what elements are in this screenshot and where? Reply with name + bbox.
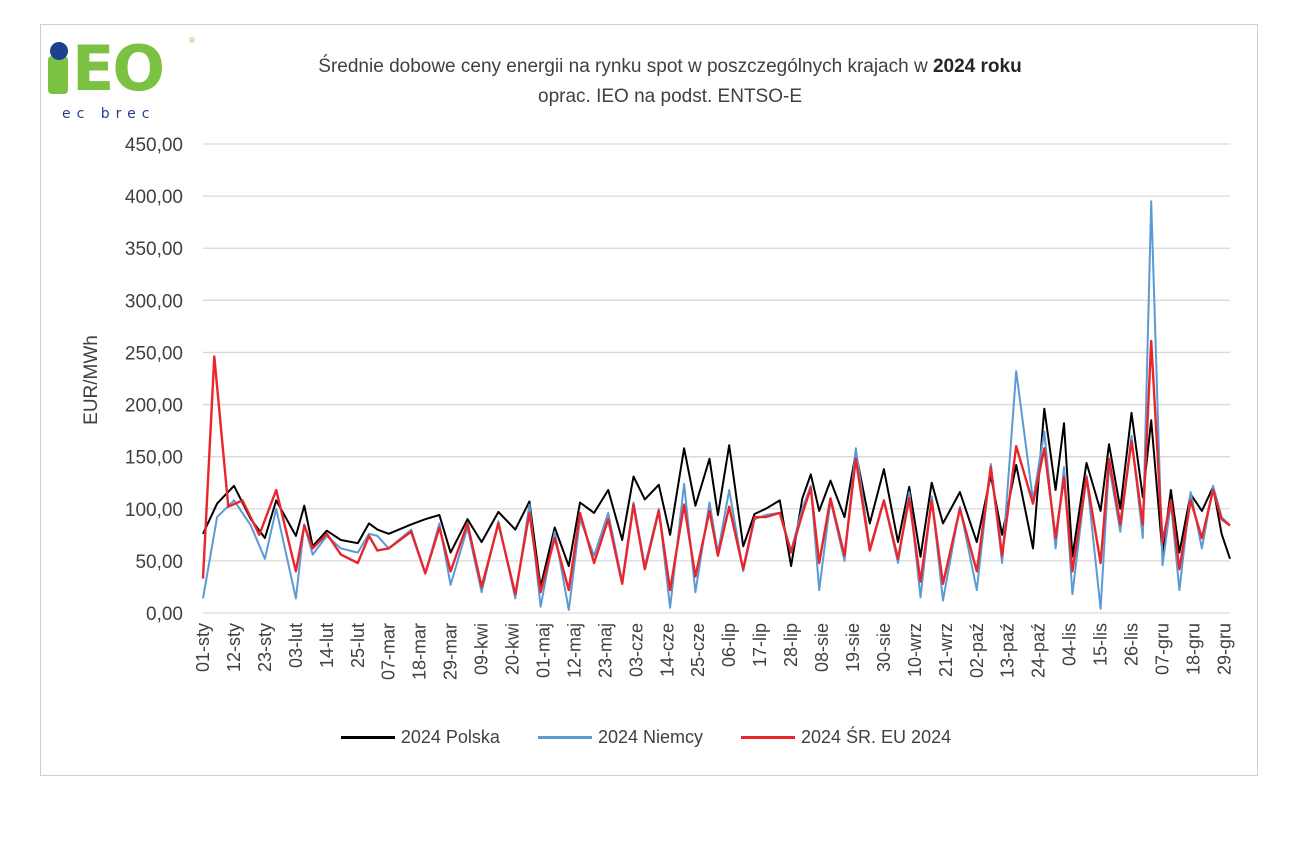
x-tick-label: 25-lut xyxy=(348,623,368,668)
x-tick-label: 08-sie xyxy=(812,623,832,672)
x-tick-label: 29-gru xyxy=(1214,623,1234,675)
legend-swatch xyxy=(340,736,395,739)
x-tick-label: 18-mar xyxy=(410,623,430,680)
series-line-1 xyxy=(202,407,1231,588)
series-lines xyxy=(201,200,1231,611)
x-tick-label: 04-lis xyxy=(1060,623,1080,666)
x-tick-label: 03-lut xyxy=(286,623,306,668)
x-tick-label: 28-lip xyxy=(781,623,801,667)
y-tick-label: 450,00 xyxy=(125,135,183,156)
x-tick-label: 20-kwi xyxy=(503,623,523,675)
y-tick-label: 400,00 xyxy=(125,187,183,208)
x-tick-label: 12-maj xyxy=(564,623,584,678)
x-tick-label: 14-cze xyxy=(657,623,677,677)
x-tick-label: 21-wrz xyxy=(936,623,956,677)
legend-label: 2024 Niemcy xyxy=(597,727,703,747)
x-tick-label: 25-cze xyxy=(688,623,708,677)
x-tick-label: 26-lis xyxy=(1122,623,1142,666)
logo-subtext: ec brec xyxy=(62,106,156,122)
x-tick-label: 09-kwi xyxy=(472,623,492,675)
x-tick-label: 02-paź xyxy=(967,623,987,678)
ieo-logo: EO ® ec brec xyxy=(48,36,198,126)
registered-icon: ® xyxy=(189,36,195,45)
chart-subtitle: oprac. IEO na podst. ENTSO-E xyxy=(538,86,802,107)
x-tick-label: 30-sie xyxy=(874,623,894,672)
y-tick-label: 250,00 xyxy=(125,343,183,364)
x-tick-label: 23-maj xyxy=(595,623,615,678)
legend-item: 2024 Polska xyxy=(340,727,500,748)
chart-legend: 2024 Polska 2024 Niemcy 2024 ŚR. EU 2024 xyxy=(0,727,1292,748)
y-tick-label: 300,00 xyxy=(125,291,183,312)
x-tick-label: 24-paź xyxy=(1029,623,1049,678)
x-tick-label: 14-lut xyxy=(317,623,337,668)
x-tick-label: 17-lip xyxy=(750,623,770,667)
legend-swatch xyxy=(741,736,795,739)
y-tick-label: 350,00 xyxy=(125,239,183,260)
x-axis-ticks: 01-sty 12-sty 23-sty 03-lut 14-lut 25-lut 07-m… xyxy=(193,623,1234,680)
x-tick-label: 19-sie xyxy=(843,623,863,672)
x-tick-label: 12-sty xyxy=(224,623,244,672)
series-line-3 xyxy=(201,339,1231,596)
x-tick-label: 15-lis xyxy=(1091,623,1111,666)
y-tick-label: 100,00 xyxy=(125,500,183,521)
chart-frame xyxy=(40,24,1258,776)
y-axis-ticks: 0,00 50,00 100,00 150,00 200,00 250,00 300,00 3… xyxy=(125,135,183,625)
x-tick-label: 10-wrz xyxy=(905,623,925,677)
y-tick-label: 150,00 xyxy=(125,448,183,469)
chart-title: Średnie dobowe ceny energii na rynku spo… xyxy=(318,56,1022,77)
x-tick-label: 03-cze xyxy=(626,623,646,677)
y-tick-label: 200,00 xyxy=(125,396,183,417)
legend-item: 2024 Niemcy xyxy=(537,727,703,748)
x-tick-label: 07-mar xyxy=(379,623,399,680)
x-tick-label: 07-gru xyxy=(1152,623,1172,675)
y-axis-label: EUR/MWh xyxy=(81,335,102,425)
x-tick-label: 29-mar xyxy=(441,623,461,680)
legend-swatch xyxy=(537,736,592,739)
x-tick-label: 01-maj xyxy=(533,623,553,678)
x-tick-label: 13-paź xyxy=(998,623,1018,678)
x-tick-label: 01-sty xyxy=(193,623,213,672)
legend-item: 2024 ŚR. EU 2024 xyxy=(741,727,951,748)
logo-wordmark: EO xyxy=(48,36,165,102)
x-tick-label: 23-sty xyxy=(255,623,275,672)
legend-label: 2024 ŚR. EU 2024 xyxy=(801,727,952,747)
x-tick-label: 18-gru xyxy=(1183,623,1203,675)
logo-dot-icon xyxy=(50,42,68,60)
y-tick-label: 0,00 xyxy=(146,604,183,625)
legend-label: 2024 Polska xyxy=(400,727,500,747)
x-tick-label: 06-lip xyxy=(719,623,739,667)
y-tick-label: 50,00 xyxy=(135,552,183,573)
